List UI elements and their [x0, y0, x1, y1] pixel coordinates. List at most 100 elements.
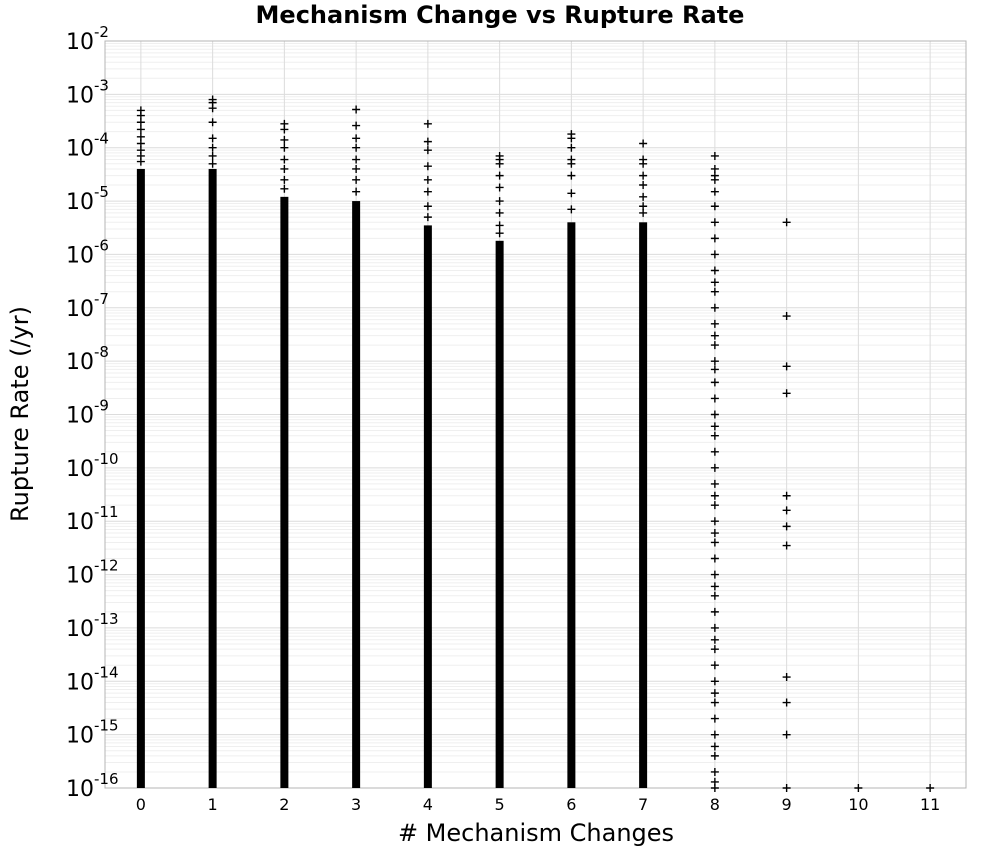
- x-tick-label: 0: [136, 795, 146, 814]
- data-point: [710, 341, 719, 350]
- data-point: [136, 139, 145, 148]
- data-point: [710, 623, 719, 632]
- data-point: [710, 187, 719, 196]
- data-point: [710, 331, 719, 340]
- data-point: [710, 378, 719, 387]
- data-point: [782, 362, 791, 371]
- data-point: [352, 121, 361, 130]
- dense-point-cluster: [495, 240, 504, 788]
- data-point: [567, 159, 576, 168]
- data-point: [136, 125, 145, 134]
- y-tick-label: 10-3: [66, 76, 109, 108]
- x-tick-label: 1: [208, 795, 218, 814]
- data-point: [280, 143, 289, 152]
- data-point: [710, 491, 719, 500]
- data-point: [710, 661, 719, 670]
- x-tick-label: 2: [279, 795, 289, 814]
- x-tick-label: 3: [351, 795, 361, 814]
- data-point: [710, 635, 719, 644]
- data-point: [639, 159, 648, 168]
- data-point: [710, 218, 719, 227]
- data-point: [782, 698, 791, 707]
- data-point: [208, 143, 217, 152]
- data-point: [782, 522, 791, 531]
- y-tick-label: 10-11: [66, 503, 119, 535]
- data-point: [854, 784, 863, 792]
- data-point: [495, 183, 504, 192]
- data-point: [710, 570, 719, 579]
- chart-title: Mechanism Change vs Rupture Rate: [256, 1, 745, 29]
- data-point: [710, 151, 719, 160]
- data-point: [710, 538, 719, 547]
- data-point: [782, 389, 791, 398]
- data-point: [423, 202, 432, 211]
- data-point: [639, 139, 648, 148]
- data-point: [352, 155, 361, 164]
- x-tick-label: 7: [638, 795, 648, 814]
- y-tick-label: 10-6: [66, 236, 109, 268]
- data-point: [208, 159, 217, 168]
- data-point: [495, 171, 504, 180]
- y-axis-label: Rupture Rate (/yr): [6, 306, 34, 522]
- data-point: [423, 162, 432, 171]
- dense-point-cluster: [280, 196, 289, 788]
- data-point: [710, 287, 719, 296]
- data-point: [352, 187, 361, 196]
- dense-point-cluster: [136, 168, 145, 788]
- data-point: [352, 134, 361, 143]
- data-point: [495, 197, 504, 206]
- data-point: [423, 187, 432, 196]
- y-tick-label: 10-4: [66, 130, 109, 162]
- data-point: [710, 582, 719, 591]
- data-point: [782, 541, 791, 550]
- data-point: [208, 134, 217, 143]
- y-tick-label: 10-9: [66, 397, 109, 429]
- data-point: [639, 171, 648, 180]
- x-tick-label: 5: [495, 795, 505, 814]
- data-point: [710, 266, 719, 275]
- y-tick-label: 10-15: [66, 717, 119, 749]
- data-point: [423, 119, 432, 128]
- data-point: [567, 189, 576, 198]
- x-tick-label: 11: [920, 795, 940, 814]
- data-point: [710, 357, 719, 366]
- data-point: [567, 143, 576, 152]
- data-point: [710, 422, 719, 431]
- data-point: [208, 118, 217, 127]
- data-point: [710, 742, 719, 751]
- dense-point-cluster: [639, 222, 648, 788]
- data-point: [423, 175, 432, 184]
- data-point: [495, 229, 504, 238]
- data-point: [567, 134, 576, 143]
- data-point: [710, 714, 719, 723]
- data-point: [710, 607, 719, 616]
- data-point: [710, 501, 719, 510]
- data-point: [710, 479, 719, 488]
- data-point: [710, 591, 719, 600]
- y-tick-label: 10-7: [66, 290, 109, 322]
- y-tick-label: 10-8: [66, 343, 109, 375]
- data-point: [710, 698, 719, 707]
- data-point: [710, 278, 719, 287]
- data-point: [710, 394, 719, 403]
- dense-point-cluster: [423, 225, 432, 788]
- data-point: [280, 155, 289, 164]
- x-tick-label: 4: [423, 795, 433, 814]
- dense-point-cluster: [567, 222, 576, 788]
- dense-point-cluster: [208, 168, 217, 788]
- data-point: [710, 175, 719, 184]
- data-point: [710, 784, 719, 792]
- data-point: [926, 784, 935, 792]
- data-point: [639, 181, 648, 190]
- y-tick-label: 10-14: [66, 663, 119, 695]
- data-point: [710, 410, 719, 419]
- y-tick-labels: 10-16 10-15 10-14 10-13 10-12 10-11 10-10 10-9 1…: [66, 23, 119, 802]
- data-point: [710, 677, 719, 686]
- data-point: [280, 125, 289, 134]
- data-point: [782, 784, 791, 792]
- data-point: [352, 143, 361, 152]
- data-point: [208, 151, 217, 160]
- data-point: [710, 529, 719, 538]
- y-tick-label: 10-2: [66, 23, 109, 55]
